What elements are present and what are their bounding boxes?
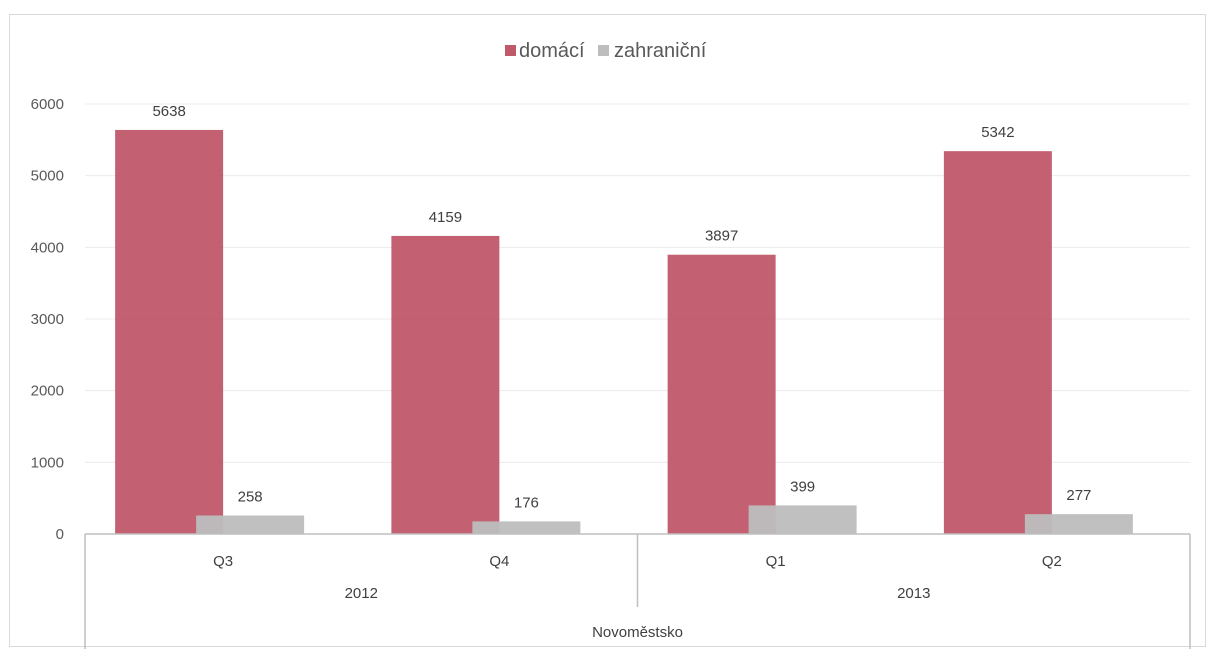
legend-swatch [598,45,609,56]
bar-domestic [943,151,1052,534]
data-label: 176 [514,494,539,511]
data-label: 399 [790,478,815,495]
data-label: 258 [238,489,263,506]
bar-domestic [667,254,776,534]
y-tick-label: 4000 [31,239,64,256]
y-tick-label: 3000 [31,311,64,328]
bar-foreign [472,521,581,534]
y-axis-ticks: 0 1000 2000 3000 4000 5000 6000 [31,96,64,543]
bar-domestic [115,129,224,534]
y-tick-label: 2000 [31,383,64,400]
x-group-label: 2012 [345,585,378,602]
data-label: 3897 [705,228,738,245]
y-tick-label: 6000 [31,96,64,113]
x-tick-label: Q2 [1042,553,1062,570]
y-tick-label: 0 [56,526,64,543]
y-tick-label: 5000 [31,168,64,185]
bar-foreign [196,515,305,534]
y-tick-label: 1000 [31,454,64,471]
bars [115,129,1133,534]
x-group-label: 2013 [897,585,930,602]
legend-label: domácí [519,40,585,62]
data-label: 4159 [429,209,462,226]
bar-foreign [1024,514,1133,534]
legend-swatch [505,45,516,56]
x-tick-label: Q3 [213,553,233,570]
data-label: 5342 [981,124,1014,141]
chart-frame [9,14,1206,647]
x-tick-label: Q4 [489,553,509,570]
bar-foreign [748,505,857,534]
x-tick-label: Q1 [766,553,786,570]
category-axis: Q3 Q4 Q1 Q2 2012 2013 Novoměstsko [84,533,1191,649]
legend: domácí zahraniční [505,40,707,62]
data-labels: 5638 4159 3897 5342 258 176 399 277 [152,103,1091,511]
data-label: 5638 [152,103,185,120]
legend-label: zahraniční [614,40,707,62]
bar-domestic [391,235,500,534]
data-label: 277 [1066,487,1091,504]
x-outer-label: Novoměstsko [592,624,683,641]
